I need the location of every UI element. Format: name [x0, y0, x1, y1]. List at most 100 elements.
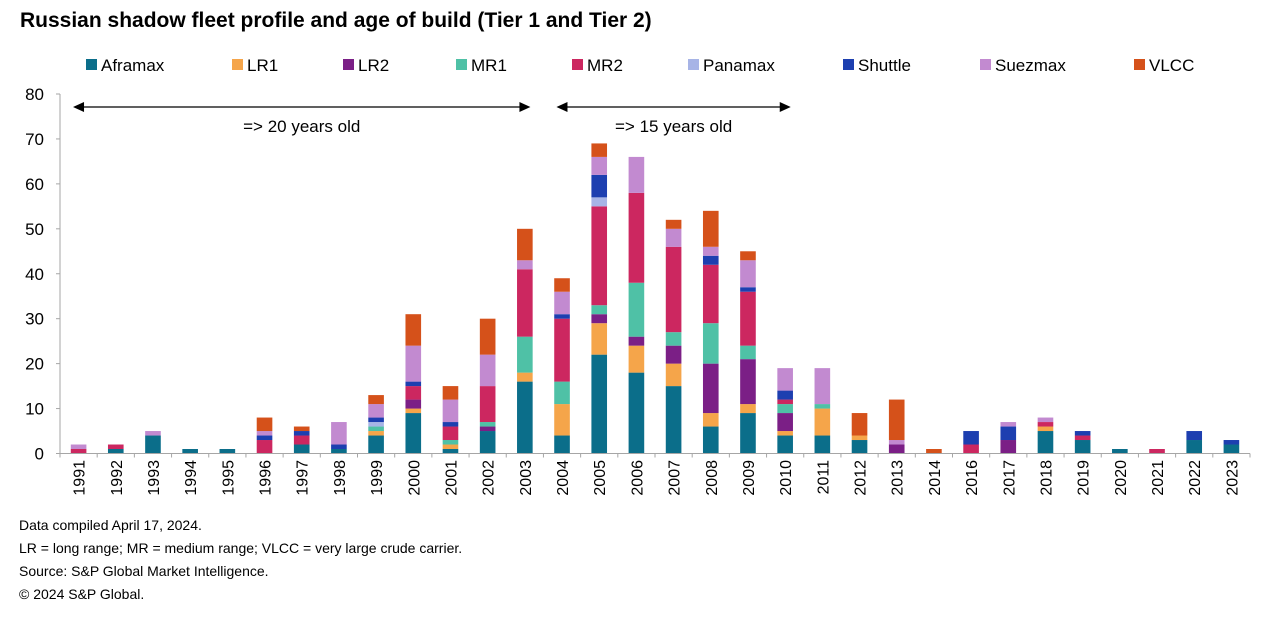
bar-segment-2001-mr2 — [442, 426, 459, 441]
bar-segment-2017-suezmax — [1000, 422, 1017, 427]
bar-segment-2010-mr1 — [777, 404, 793, 414]
x-tick-label: 2000 — [406, 460, 423, 496]
bar-segment-1991-mr2 — [70, 449, 87, 454]
bar-segment-1995-aframax — [219, 449, 236, 454]
bar-segment-2005-mr2 — [591, 206, 608, 306]
bar-segment-2005-vlcc — [591, 143, 608, 157]
bar-segment-2008-shuttle — [702, 255, 719, 265]
bar-segment-2003-suezmax — [517, 260, 533, 270]
bar-segment-2007-vlcc — [665, 219, 682, 229]
bar-segment-2017-shuttle — [1000, 426, 1017, 441]
x-tick-label: 1993 — [146, 460, 163, 496]
bar-segment-2004-mr1 — [554, 381, 570, 405]
y-tick-label: 40 — [25, 265, 44, 284]
bar-segment-2005-mr1 — [591, 305, 608, 315]
legend-swatch-mr1 — [456, 59, 467, 70]
bar-segment-2003-mr2 — [517, 269, 533, 337]
bar-segment-2013-vlcc — [888, 399, 905, 441]
legend-label-suezmax: Suezmax — [995, 56, 1066, 75]
bars — [70, 143, 1240, 454]
bar-segment-2004-lr1 — [554, 404, 570, 436]
bar-segment-2010-suezmax — [777, 368, 793, 391]
bar-segment-2004-aframax — [554, 435, 570, 454]
bar-segment-1999-shuttle — [368, 417, 384, 423]
x-tick-label: 2005 — [592, 460, 609, 496]
y-tick-label: 60 — [25, 175, 44, 194]
legend-label-aframax: Aframax — [101, 56, 165, 75]
bar-segment-2001-aframax — [442, 449, 459, 454]
legend-label-shuttle: Shuttle — [858, 56, 911, 75]
bar-segment-2000-lr1 — [405, 408, 422, 414]
bar-segment-2001-shuttle — [442, 422, 459, 427]
bar-segment-2017-lr2 — [1000, 440, 1017, 454]
bar-segment-2001-mr1 — [442, 440, 459, 445]
note-compiled: Data compiled April 17, 2024. — [19, 517, 202, 533]
note-source: Source: S&P Global Market Intelligence. — [19, 563, 269, 579]
x-tick-label: 1991 — [72, 460, 89, 496]
x-tick-label: 2011 — [815, 460, 832, 495]
bar-segment-1999-aframax — [368, 435, 384, 454]
bar-segment-2002-mr2 — [479, 386, 496, 423]
x-tick-label: 2016 — [964, 460, 981, 496]
bar-segment-2003-lr1 — [517, 372, 533, 382]
bar-segment-2010-aframax — [777, 435, 793, 454]
x-tick-label: 2008 — [704, 460, 721, 496]
bar-segment-2000-aframax — [405, 413, 422, 454]
x-tick-label: 2014 — [927, 460, 944, 496]
x-axis: 1991 1992 1993 1994 1995 1996 1997 1998 1999 2000… — [59, 453, 1251, 496]
x-tick-label: 2009 — [741, 460, 758, 496]
bar-segment-2018-aframax — [1037, 431, 1054, 454]
bar-segment-2006-lr2 — [628, 336, 645, 346]
y-axis: 0 10 20 30 40 50 60 70 80 — [25, 85, 61, 464]
x-tick-label: 2002 — [481, 460, 498, 496]
bar-segment-1997-vlcc — [293, 426, 310, 432]
bar-segment-1993-aframax — [145, 435, 161, 454]
bar-segment-2008-lr1 — [702, 413, 719, 427]
bar-segment-2000-shuttle — [405, 381, 422, 387]
bar-segment-1999-panamax — [368, 422, 384, 427]
annotation-label: => 20 years old — [243, 117, 360, 136]
legend-swatch-lr2 — [343, 59, 354, 70]
bar-segment-2022-shuttle — [1186, 431, 1203, 441]
bar-segment-2018-lr1 — [1037, 426, 1054, 432]
legend-label-lr2: LR2 — [358, 56, 389, 75]
x-tick-label: 2017 — [1001, 460, 1018, 496]
bar-segment-1996-suezmax — [256, 431, 273, 436]
bar-segment-2003-aframax — [517, 381, 533, 454]
bar-segment-2009-shuttle — [740, 287, 756, 292]
x-tick-label: 1997 — [295, 460, 312, 496]
bar-segment-2005-aframax — [591, 354, 608, 454]
bar-segment-1993-suezmax — [145, 431, 161, 436]
bar-segment-2009-lr1 — [740, 404, 756, 414]
bar-segment-2019-mr2 — [1074, 435, 1091, 441]
arrowhead-left — [73, 102, 85, 112]
bar-segment-2000-lr2 — [405, 399, 422, 409]
bar-segment-2001-lr1 — [442, 444, 459, 450]
bar-segment-2008-suezmax — [702, 246, 719, 256]
x-tick-label: 2023 — [1224, 460, 1241, 496]
legend-label-mr2: MR2 — [587, 56, 623, 75]
bar-segment-1998-aframax — [331, 449, 347, 454]
bar-segment-1998-suezmax — [331, 422, 347, 445]
bar-segment-2011-mr1 — [814, 404, 831, 409]
x-tick-label: 2022 — [1187, 460, 1204, 496]
bar-segment-2016-mr2 — [963, 444, 979, 454]
bar-segment-2002-lr2 — [479, 426, 496, 432]
bar-segment-2008-lr2 — [702, 363, 719, 414]
bar-segment-1999-vlcc — [368, 395, 384, 405]
bar-segment-2006-lr1 — [628, 345, 645, 373]
annotation-label: => 15 years old — [615, 117, 732, 136]
bar-segment-2018-suezmax — [1037, 417, 1054, 423]
y-tick-label: 80 — [25, 85, 44, 104]
legend-label-mr1: MR1 — [471, 56, 507, 75]
x-tick-label: 1994 — [183, 460, 200, 496]
bar-segment-2003-vlcc — [517, 228, 533, 261]
bar-segment-2023-shuttle — [1223, 440, 1240, 445]
arrowhead-right — [519, 102, 531, 112]
bar-segment-2004-shuttle — [554, 314, 570, 319]
legend-swatch-lr1 — [232, 59, 243, 70]
legend-swatch-vlcc — [1134, 59, 1145, 70]
x-tick-label: 2021 — [1150, 460, 1167, 496]
x-tick-label: 1995 — [220, 460, 237, 496]
bar-segment-1999-lr1 — [368, 431, 384, 436]
